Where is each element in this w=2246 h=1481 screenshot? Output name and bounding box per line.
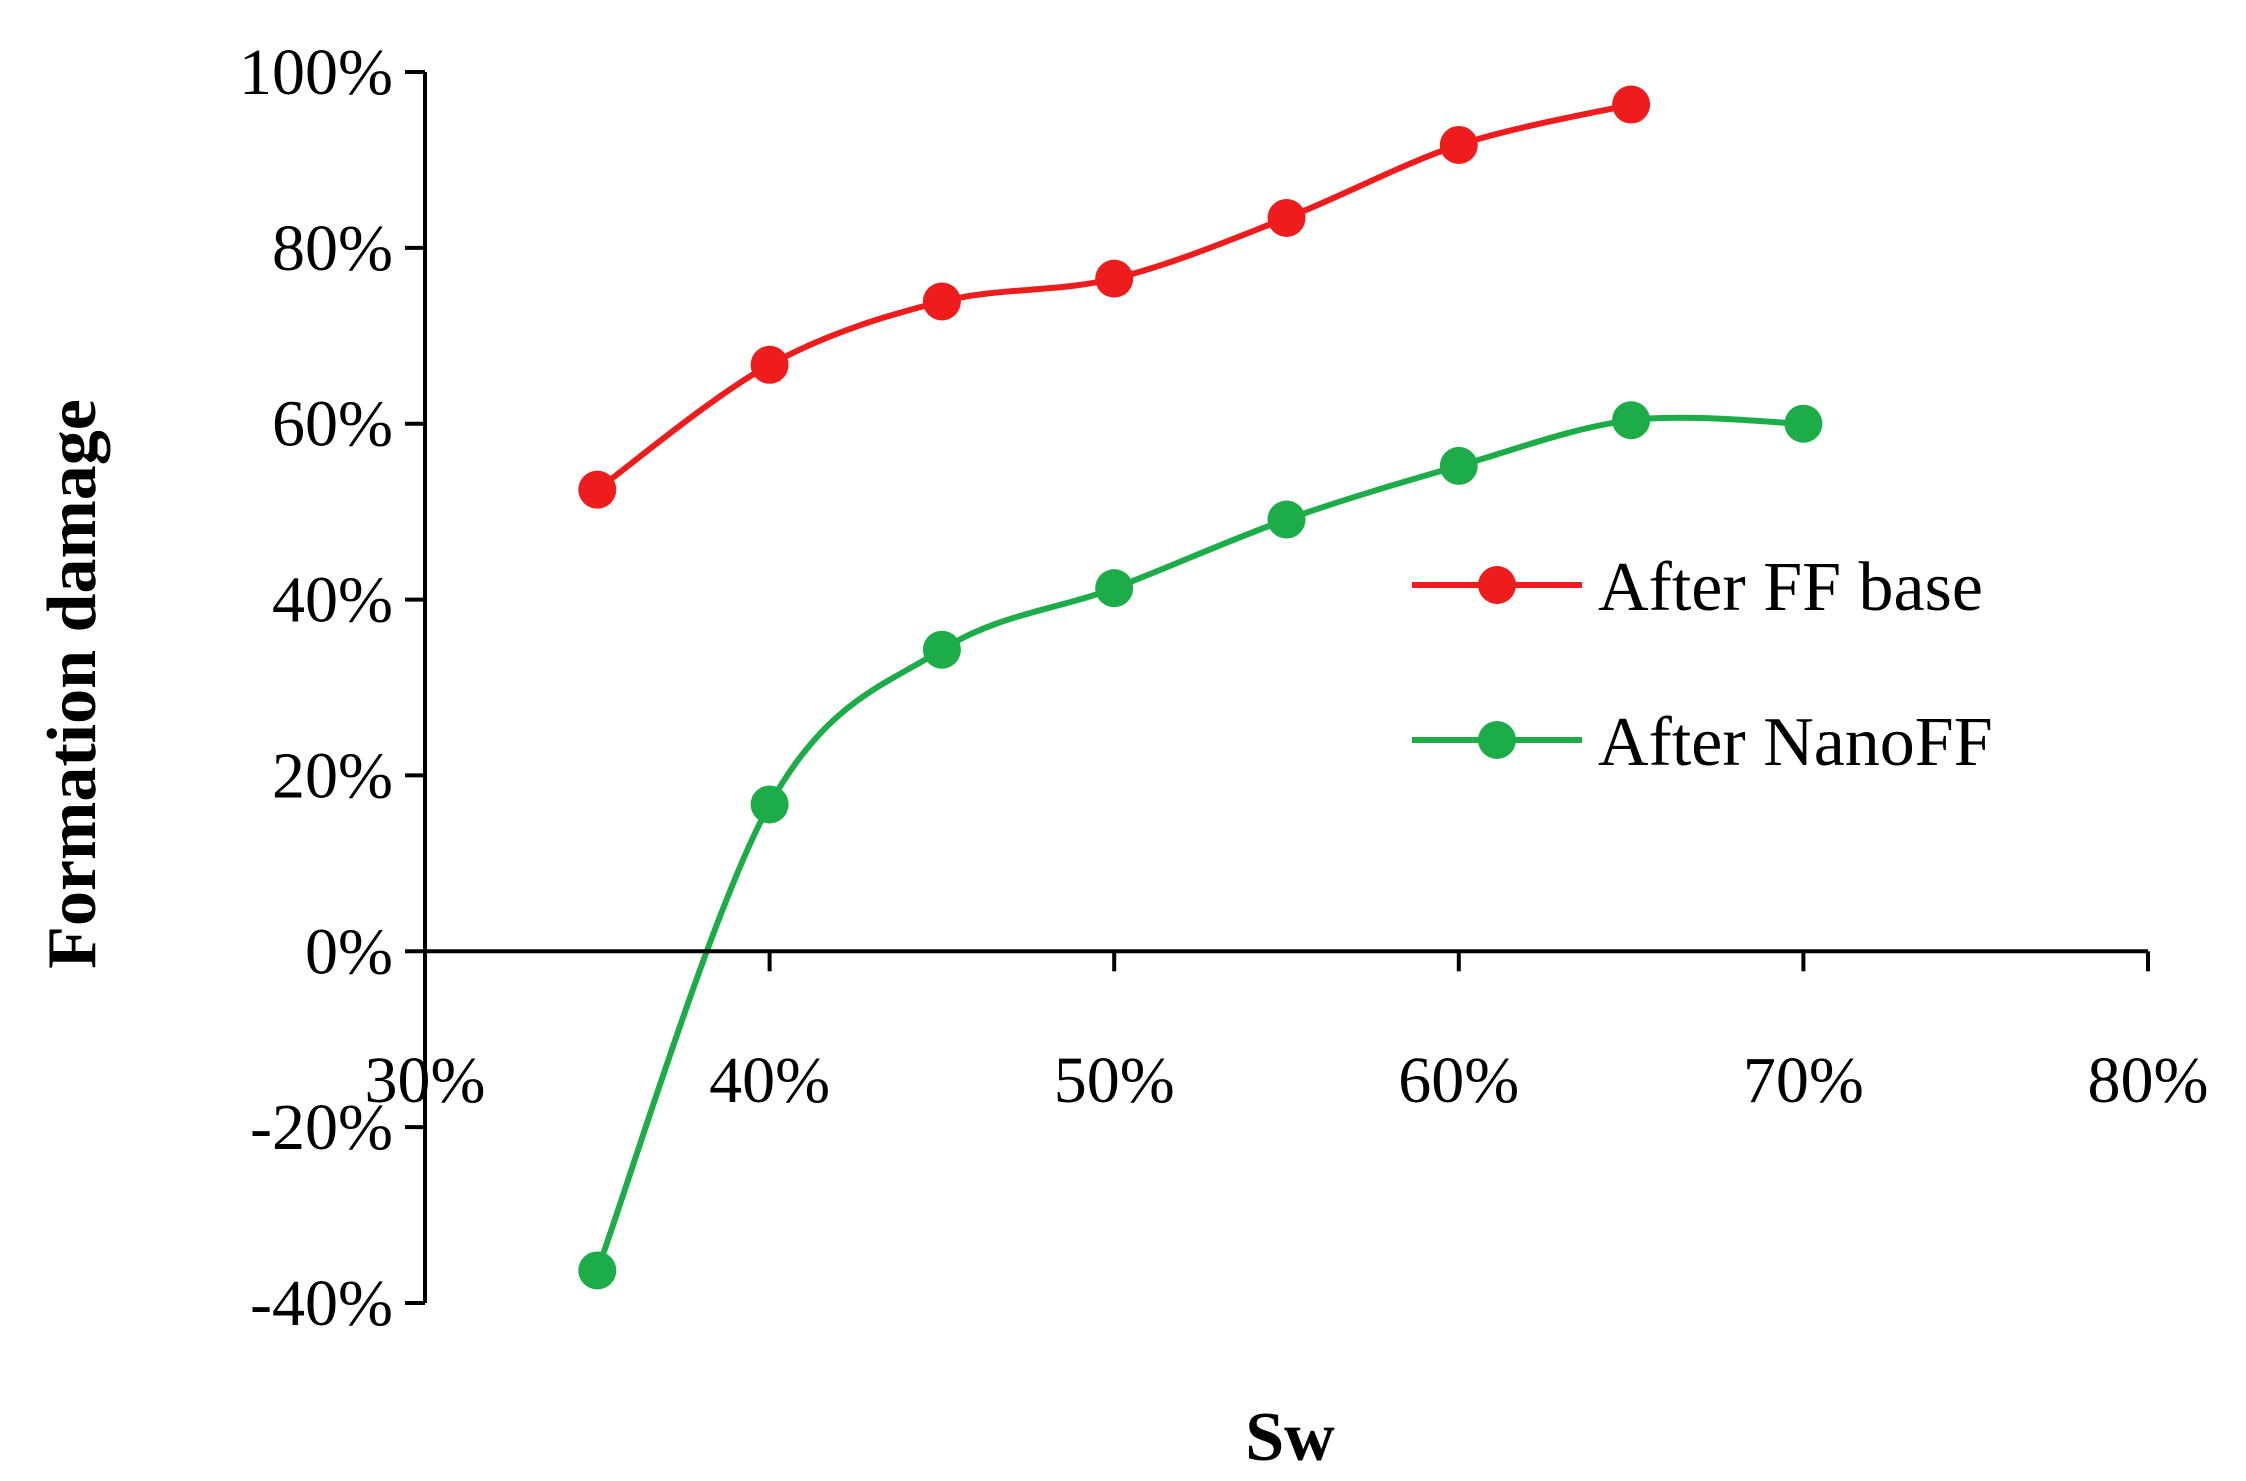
legend-label-ff-base: After FF base (1598, 549, 1983, 626)
y-tick-label: 40% (272, 564, 393, 637)
data-point-ff-base (1439, 125, 1478, 164)
legend: After FF base After NanoFF (1412, 549, 1993, 781)
data-point-nanoff (578, 1251, 617, 1290)
data-point-ff-base (1095, 259, 1134, 298)
y-tick-label: 80% (272, 212, 393, 285)
legend-label-nanoff: After NanoFF (1598, 704, 1993, 781)
y-tick-label: 100% (239, 36, 393, 109)
data-point-nanoff (1267, 500, 1306, 539)
data-point-nanoff (1439, 446, 1478, 485)
y-tick-label: 0% (305, 915, 393, 988)
x-tick-label: 30% (365, 1044, 486, 1117)
data-point-ff-base (922, 282, 961, 321)
data-point-nanoff (1612, 401, 1651, 440)
legend-item-ff-base: After FF base (1412, 549, 1983, 626)
data-point-nanoff (1784, 404, 1823, 443)
y-tick-label: -40% (250, 1267, 393, 1340)
data-point-nanoff (750, 785, 789, 824)
legend-marker-ff-base (1478, 566, 1516, 604)
legend-marker-nanoff (1478, 721, 1516, 759)
x-tick-label: 60% (1398, 1044, 1519, 1117)
series-line-nanoff (594, 414, 1804, 1272)
y-tick-label: 60% (272, 388, 393, 461)
axes-layer (423, 72, 2148, 1303)
x-tick-label: 80% (2088, 1044, 2209, 1117)
data-point-ff-base (578, 470, 617, 509)
data-point-ff-base (750, 345, 789, 384)
y-tick-label: -20% (250, 1091, 393, 1164)
x-tick-label: 70% (1743, 1044, 1864, 1117)
y-tick-label: 20% (272, 739, 393, 812)
x-axis-title: Sw (1245, 1399, 1335, 1476)
data-point-ff-base (1612, 85, 1651, 124)
ticks-layer: -40% -20% 0% 20% 40% 60% 80% 100% 30% 40% 50% 60% 70… (239, 36, 2208, 1340)
data-point-nanoff (1095, 569, 1134, 608)
data-point-nanoff (922, 630, 961, 669)
legend-item-nanoff: After NanoFF (1412, 704, 1993, 781)
y-axis-title: Formation damage (34, 399, 111, 969)
points-layer (578, 85, 1823, 1290)
x-tick-label: 40% (709, 1044, 830, 1117)
data-point-ff-base (1267, 198, 1306, 237)
x-tick-label: 50% (1054, 1044, 1175, 1117)
